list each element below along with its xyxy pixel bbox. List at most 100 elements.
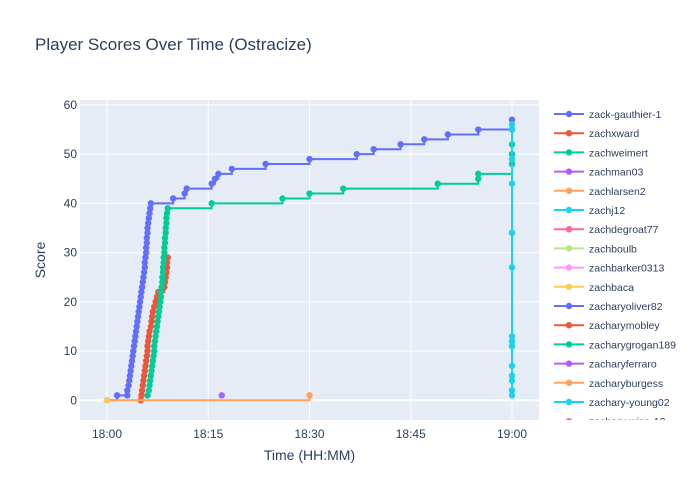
data-point xyxy=(169,195,177,202)
data-point xyxy=(147,377,154,384)
data-point xyxy=(136,298,144,306)
data-point xyxy=(153,323,161,330)
y-tick-label: 60 xyxy=(64,98,78,112)
data-point xyxy=(434,180,441,187)
y-tick-label: 30 xyxy=(64,246,78,260)
legend-label: zacharyferraro xyxy=(589,359,657,371)
data-point xyxy=(152,333,159,340)
data-point xyxy=(161,244,168,251)
data-point xyxy=(135,308,142,315)
data-point xyxy=(508,333,516,340)
data-point xyxy=(340,185,347,192)
legend-item[interactable]: zacharyferraro xyxy=(554,359,657,371)
data-point xyxy=(228,165,236,173)
data-point xyxy=(508,264,516,271)
data-point xyxy=(208,200,215,207)
legend-item[interactable]: zachman03 xyxy=(554,167,643,179)
data-point xyxy=(145,214,153,222)
data-point xyxy=(138,387,146,394)
legend-item[interactable]: zachweimert xyxy=(554,147,648,159)
x-tick-label: 18:45 xyxy=(396,427,426,441)
data-point xyxy=(208,180,215,187)
data-point xyxy=(508,362,516,370)
data-point xyxy=(141,259,148,266)
legend-label: zack-gauthier-1 xyxy=(589,109,662,121)
data-point xyxy=(142,244,150,251)
legend-item[interactable]: zachbaca xyxy=(554,282,634,294)
data-point xyxy=(421,136,428,143)
data-point xyxy=(370,146,377,153)
x-axis: 18:00 18:15 18:30 18:45 19:00 xyxy=(92,427,527,441)
data-point xyxy=(157,298,164,306)
data-point xyxy=(124,392,131,399)
data-point xyxy=(113,392,121,399)
legend-item[interactable]: zachboulb xyxy=(554,243,637,255)
legend-swatch-marker xyxy=(565,360,573,367)
legend-item[interactable]: zachary-wise-13 xyxy=(554,416,666,428)
data-point xyxy=(143,352,151,360)
x-tick-label: 18:30 xyxy=(294,427,324,441)
data-point xyxy=(397,141,404,148)
x-axis-title: Time (HH:MM) xyxy=(264,447,355,463)
data-point xyxy=(157,288,165,296)
data-point xyxy=(136,303,143,310)
data-point xyxy=(181,190,188,197)
legend-item[interactable]: zachxward xyxy=(554,128,639,140)
data-point xyxy=(144,219,152,227)
legend-swatch-marker xyxy=(565,302,573,310)
data-point xyxy=(144,347,151,355)
data-point xyxy=(279,195,286,202)
legend-item[interactable]: zachlarsen2 xyxy=(554,186,646,198)
data-point xyxy=(138,288,145,296)
legend-item[interactable]: zacharygrogan189 xyxy=(554,339,676,351)
data-point xyxy=(133,323,140,330)
data-point xyxy=(151,338,159,345)
data-point xyxy=(142,357,150,365)
data-point xyxy=(475,170,482,178)
legend-swatch-marker xyxy=(565,245,573,252)
data-point xyxy=(164,205,171,212)
data-point xyxy=(183,185,190,192)
y-tick-label: 40 xyxy=(64,196,78,210)
data-point xyxy=(128,362,135,370)
data-point xyxy=(508,126,516,133)
legend-label: zachman03 xyxy=(589,167,643,179)
legend-label: zachweimert xyxy=(589,147,648,159)
data-point xyxy=(154,318,161,325)
data-point xyxy=(148,367,155,374)
data-point xyxy=(144,229,151,237)
legend-item[interactable]: zachj12 xyxy=(554,205,625,217)
data-point xyxy=(147,205,154,212)
legend-item[interactable]: zacharyburgess xyxy=(554,378,663,390)
data-point xyxy=(162,229,169,237)
legend-item[interactable]: zack-gauthier-1 xyxy=(554,109,662,121)
data-point xyxy=(149,313,156,320)
data-point xyxy=(211,175,219,182)
legend-swatch-marker xyxy=(565,149,573,156)
legend-item[interactable]: zachdegroat77 xyxy=(554,224,659,236)
series-zachj12 xyxy=(508,121,516,399)
data-point xyxy=(134,313,142,320)
legend-item[interactable]: zacharymobley xyxy=(554,320,660,332)
data-point xyxy=(161,249,168,256)
legend-item[interactable]: zachbarker0313 xyxy=(554,263,664,275)
legend-item[interactable]: zachary-young02 xyxy=(554,397,670,409)
legend-swatch-marker xyxy=(565,226,573,233)
legend-label: zachbaca xyxy=(589,282,634,294)
legend-swatch-marker xyxy=(566,418,572,420)
legend-swatch-marker xyxy=(565,130,573,137)
data-point xyxy=(149,362,156,370)
legend-label: zacharymobley xyxy=(589,320,660,332)
legend-item[interactable]: zacharyoliver82 xyxy=(554,301,663,313)
legend-label: zachdegroat77 xyxy=(589,224,659,236)
legend-swatch-marker xyxy=(565,264,573,271)
legend-swatch-marker xyxy=(565,341,573,348)
data-point xyxy=(145,387,153,394)
x-tick-label: 18:00 xyxy=(92,427,122,441)
data-point xyxy=(161,239,169,246)
data-point xyxy=(146,210,153,217)
data-point xyxy=(142,362,149,370)
series-zachbaca xyxy=(103,397,111,404)
legend-swatch-marker xyxy=(565,168,573,175)
legend-swatch-marker xyxy=(565,110,573,118)
